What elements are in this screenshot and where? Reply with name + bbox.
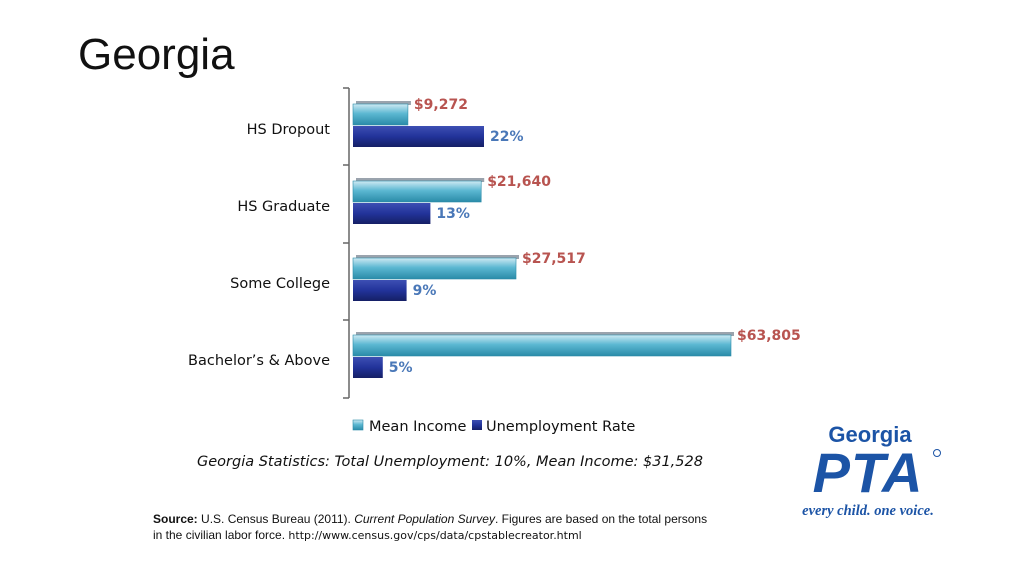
income-bar-top-hs-graduate [356,178,485,182]
legend-swatch-mean-income [352,419,364,431]
rate-value-bachelor-s-above: 5% [389,360,413,376]
legend: Mean Income Unemployment Rate [352,419,635,435]
income-bar-hs-dropout [352,103,409,126]
income-bar-bachelor-s-above [352,334,732,357]
category-label-some-college: Some College [230,276,330,292]
logo-top-text: Georgia [828,422,912,447]
rate-bar-hs-graduate [353,203,431,224]
category-label-hs-dropout: HS Dropout [247,122,331,138]
income-value-bachelor-s-above: $63,805 [737,328,801,344]
income-bar-top-bachelor-s-above [356,332,734,336]
logo-tagline: every child. one voice. [802,503,934,519]
category-label-bachelor-s-above: Bachelor’s & Above [188,353,330,369]
y-axis [343,87,350,399]
income-bar-some-college [352,257,517,280]
income-value-hs-graduate: $21,640 [487,174,551,190]
income-bar-top-hs-dropout [356,101,411,105]
legend-label-mean-income: Mean Income [369,419,467,435]
source-url: http://www.census.gov/cps/data/cpstablec… [288,529,582,542]
income-bar-hs-graduate [352,180,482,203]
source-note: . Figures are based on the total persons… [153,512,708,542]
legend-swatch-unemployment-rate [472,420,482,430]
rate-bar-some-college [353,280,407,301]
slide-title: Georgia [78,30,235,79]
source-label: Source: [153,512,198,526]
rate-value-hs-dropout: 22% [490,129,524,145]
georgia-pta-logo: Georgia PTA every child. one voice. [802,422,941,519]
source-citation: Source: U.S. Census Bureau (2011). Curre… [153,511,713,544]
income-bar-top-some-college [356,255,520,259]
legend-label-unemployment-rate: Unemployment Rate [486,419,635,435]
source-publisher: U.S. Census Bureau (2011). [197,512,355,526]
category-label-hs-graduate: HS Graduate [237,199,330,215]
statistics-summary: Georgia Statistics: Total Unemployment: … [197,454,703,470]
income-value-hs-dropout: $9,272 [414,97,468,113]
logo-main-text: PTA [813,441,924,504]
rate-bar-hs-dropout [353,126,484,147]
rate-value-hs-graduate: 13% [436,206,470,222]
rate-bar-bachelor-s-above [353,357,383,378]
rate-value-some-college: 9% [413,283,437,299]
source-survey: Current Population Survey [354,512,495,526]
income-value-some-college: $27,517 [522,251,586,267]
registered-mark-icon [933,449,941,457]
